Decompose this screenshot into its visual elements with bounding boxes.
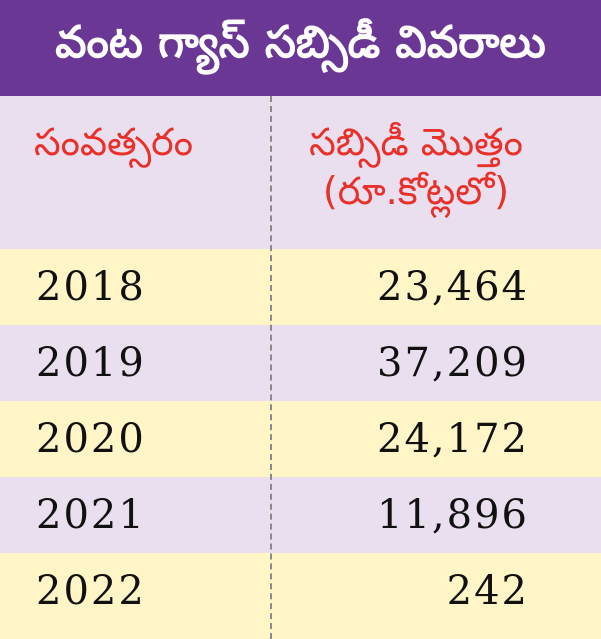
header-row: సంవత్సరం సబ్సిడీ మొత్తం (రూ.కోట్లలో): [0, 96, 601, 249]
column-divider: [270, 96, 272, 639]
title-bar: వంట గ్యాస్ సబ్సిడీ వివరాలు: [0, 0, 601, 96]
row-year: 2022: [36, 568, 146, 614]
table-row: 2022 242: [0, 553, 601, 639]
row-value: 23,464: [377, 264, 529, 310]
table-row: 2018 23,464: [0, 249, 601, 325]
header-amount-line2: (రూ.కోట్లలో): [322, 169, 510, 214]
header-year: సంవత్సరం: [34, 120, 193, 164]
row-year: 2019: [36, 340, 146, 386]
row-year: 2018: [36, 264, 146, 310]
table-title: వంట గ్యాస్ సబ్సిడీ వివరాలు: [55, 17, 546, 68]
row-value: 11,896: [377, 492, 529, 538]
table-row: 2020 24,172: [0, 401, 601, 477]
row-value: 37,209: [377, 340, 529, 386]
table-row: 2021 11,896: [0, 477, 601, 553]
table-row: 2019 37,209: [0, 325, 601, 401]
row-year: 2020: [36, 416, 146, 462]
row-value: 24,172: [377, 416, 529, 462]
row-value: 242: [446, 568, 529, 614]
header-amount-line1: సబ్సిడీ మొత్తం: [309, 120, 523, 164]
header-amount: సబ్సిడీ మొత్తం (రూ.కోట్లలో): [296, 118, 536, 217]
row-year: 2021: [36, 492, 146, 538]
